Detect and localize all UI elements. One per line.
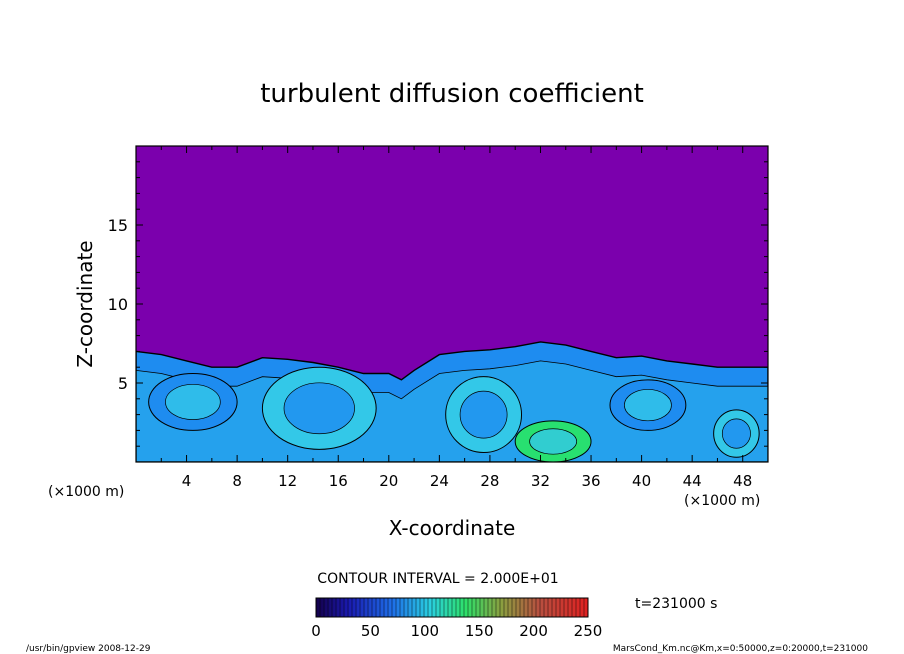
eddy-5-core bbox=[624, 389, 672, 422]
field-layer bbox=[136, 341, 768, 462]
eddy-3-core bbox=[459, 390, 508, 439]
x-tick-label-40: 40 bbox=[632, 472, 651, 490]
x-tick-label-36: 36 bbox=[581, 472, 600, 490]
y-axis-ticks: 5 10 15 bbox=[108, 161, 768, 447]
x-tick-label-44: 44 bbox=[683, 472, 702, 490]
colorbar-tick-label-0: 0 bbox=[311, 622, 321, 640]
y-axis-label: Z-coordinate bbox=[73, 240, 97, 367]
colorbar-ticks: 0 50 100 150 200 250 bbox=[311, 622, 602, 640]
eddy-2-core bbox=[283, 382, 355, 435]
chart-title: turbulent diffusion coefficient bbox=[260, 79, 644, 109]
x-tick-label-20: 20 bbox=[379, 472, 398, 490]
colorbar-stripes bbox=[319, 598, 585, 617]
colorbar-tick-label-50: 50 bbox=[361, 622, 380, 640]
x-tick-label-8: 8 bbox=[232, 472, 242, 490]
x-tick-label-28: 28 bbox=[480, 472, 499, 490]
x-tick-label-32: 32 bbox=[531, 472, 550, 490]
colorbar: 0 50 100 150 200 250 bbox=[311, 597, 602, 640]
x-tick-label-16: 16 bbox=[329, 472, 348, 490]
colorbar-tick-label-100: 100 bbox=[410, 622, 439, 640]
x-tick-label-12: 12 bbox=[278, 472, 297, 490]
x-tick-label-4: 4 bbox=[182, 472, 192, 490]
x-tick-label-48: 48 bbox=[733, 472, 752, 490]
y-tick-label-15: 15 bbox=[108, 216, 128, 235]
contour-interval-label: CONTOUR INTERVAL = 2.000E+01 bbox=[317, 571, 558, 587]
x-unit-label-right: (×1000 m) bbox=[684, 493, 760, 509]
x-axis-ticks: 4 8 12 16 20 24 28 32 36 40 44 48 bbox=[160, 146, 752, 490]
colorbar-tick-label-200: 200 bbox=[519, 622, 548, 640]
eddy-6-core bbox=[721, 418, 751, 449]
y-tick-label-10: 10 bbox=[108, 295, 128, 314]
footer-left: /usr/bin/gpview 2008-12-29 bbox=[26, 644, 151, 654]
time-label: t=231000 s bbox=[635, 596, 717, 612]
eddy-1-core bbox=[165, 383, 221, 420]
colorbar-tick-label-150: 150 bbox=[465, 622, 494, 640]
eddy-4-core bbox=[529, 428, 577, 455]
x-axis-label: X-coordinate bbox=[389, 516, 516, 540]
footer-right: MarsCond_Km.nc@Km,x=0:50000,z=0:20000,t=… bbox=[613, 644, 868, 654]
x-tick-label-24: 24 bbox=[430, 472, 449, 490]
x-unit-label-left: (×1000 m) bbox=[48, 484, 124, 500]
colorbar-tick-label-250: 250 bbox=[574, 622, 603, 640]
y-tick-label-5: 5 bbox=[118, 374, 128, 393]
